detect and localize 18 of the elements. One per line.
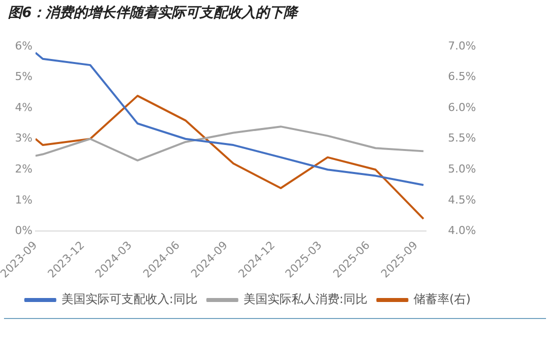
y-tick-label: 5% xyxy=(15,70,32,84)
y-tick-label: 0% xyxy=(15,224,32,238)
chart-title: 图6：消费的增长伴随着实际可支配收入的下降 xyxy=(8,4,298,22)
y-tick-label: 3% xyxy=(15,132,32,145)
y2-tick-label: 7.0% xyxy=(448,39,476,52)
y-tick-label: 2% xyxy=(15,162,32,176)
y-tick-label: 1% xyxy=(15,193,32,206)
y2-tick-label: 4.5% xyxy=(448,193,476,206)
legend-label: 美国实际可支配收入:同比 xyxy=(61,292,198,306)
y-tick-label: 4% xyxy=(15,100,32,114)
y2-tick-label: 5.5% xyxy=(448,132,476,145)
y2-tick-label: 6.0% xyxy=(448,100,476,114)
y2-tick-label: 4.0% xyxy=(448,224,476,238)
y2-tick-label: 5.0% xyxy=(448,162,476,176)
y-tick-label: 6% xyxy=(15,39,32,52)
y2-tick-label: 6.5% xyxy=(448,70,476,84)
legend-label: 储蓄率(右) xyxy=(413,292,471,306)
legend-label: 美国实际私人消费:同比 xyxy=(243,292,368,306)
